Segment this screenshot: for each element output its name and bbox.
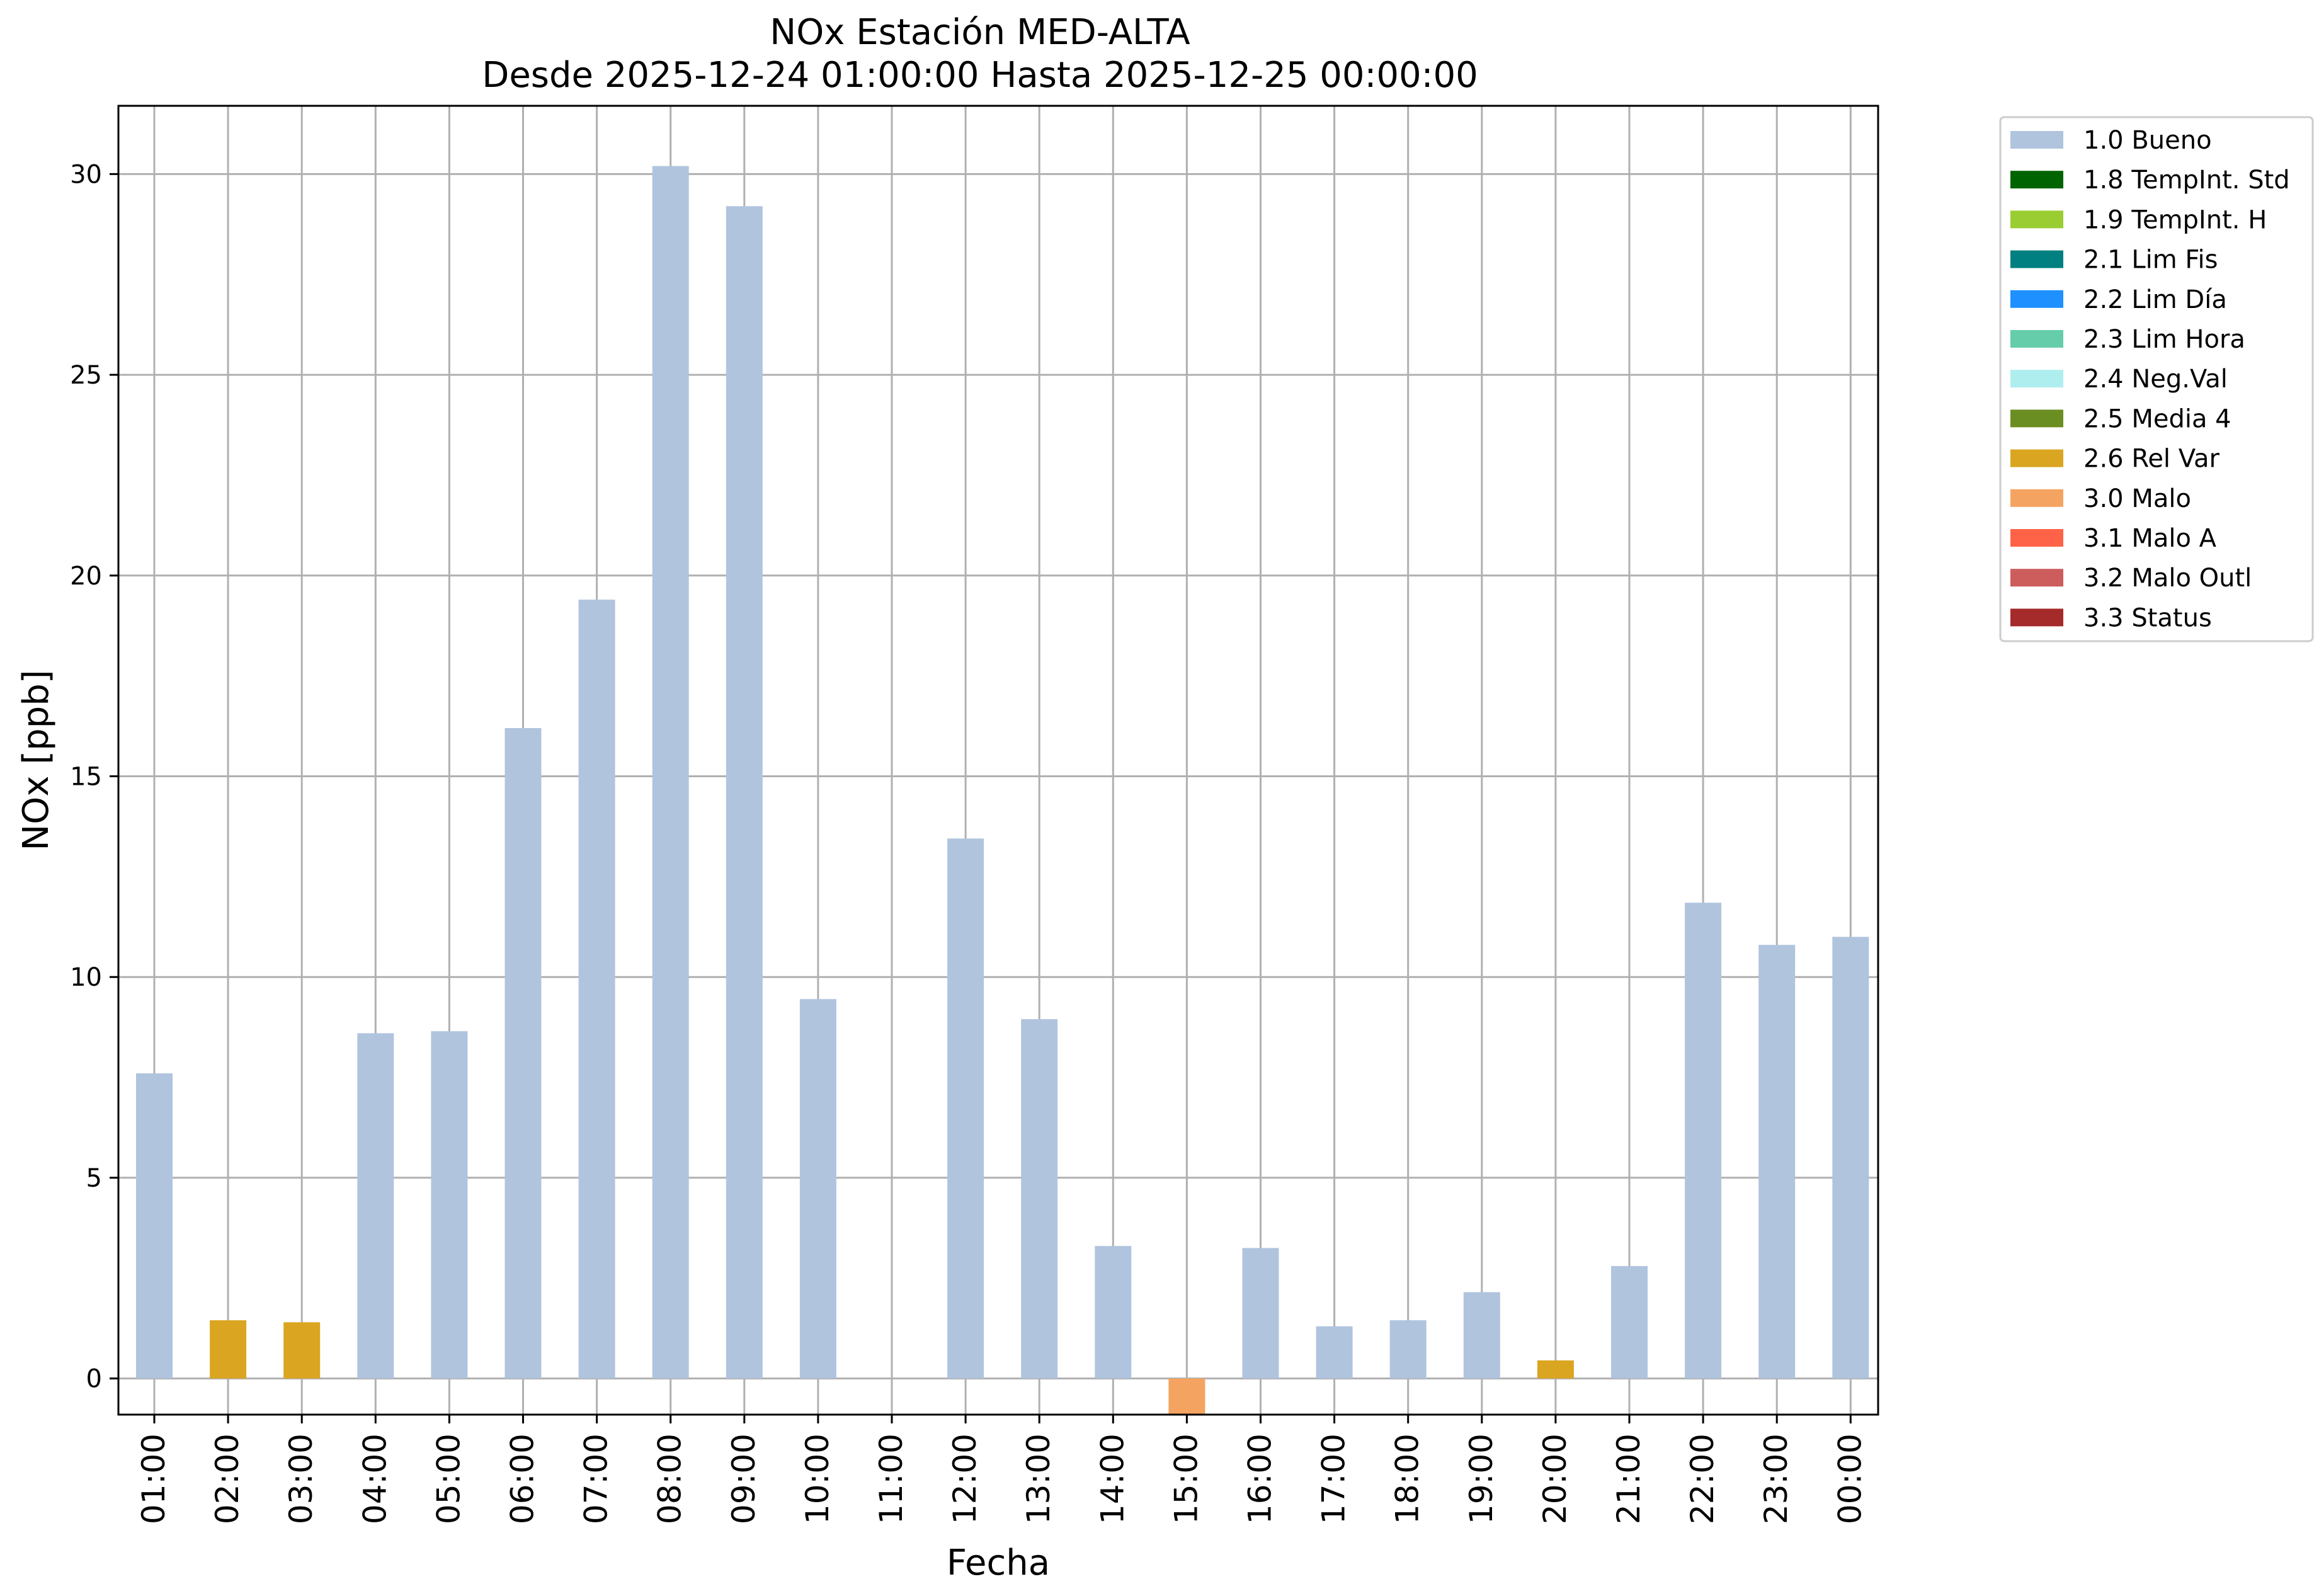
x-tick-label: 15:00 xyxy=(1168,1434,1204,1524)
bar-2000 xyxy=(1537,1360,1574,1379)
y-tick-label: 25 xyxy=(70,361,102,390)
legend-swatch xyxy=(2010,250,2063,268)
bar-1700 xyxy=(1316,1326,1353,1379)
legend-swatch xyxy=(2010,489,2063,507)
bar-0000 xyxy=(1832,937,1869,1379)
bar-0100 xyxy=(136,1073,173,1379)
legend-swatch xyxy=(2010,131,2063,149)
x-tick-label: 05:00 xyxy=(430,1434,467,1524)
x-tick-label: 23:00 xyxy=(1758,1434,1794,1524)
legend-swatch xyxy=(2010,449,2063,467)
chart-title-line1: NOx Estación MED-ALTA xyxy=(770,12,1190,53)
bar-1400 xyxy=(1095,1246,1132,1379)
legend-label: 2.6 Rel Var xyxy=(2083,445,2220,474)
x-tick-label: 16:00 xyxy=(1242,1434,1279,1524)
bar-2300 xyxy=(1758,945,1796,1379)
bar-1800 xyxy=(1389,1320,1427,1379)
legend-label: 2.1 Lim Fis xyxy=(2083,246,2218,275)
bar-0900 xyxy=(726,206,763,1379)
plot-frame xyxy=(117,105,1879,1416)
legend-label: 2.4 Neg.Val xyxy=(2083,365,2228,394)
x-tick-label: 09:00 xyxy=(726,1434,762,1524)
bar-0600 xyxy=(504,728,542,1379)
bar-1300 xyxy=(1021,1019,1058,1379)
legend-swatch xyxy=(2010,569,2063,587)
x-tick-label: 03:00 xyxy=(283,1434,319,1524)
x-tick-label: 18:00 xyxy=(1389,1434,1426,1524)
x-tick-label: 06:00 xyxy=(504,1434,541,1524)
bar-0200 xyxy=(210,1320,247,1379)
legend-label: 2.2 Lim Día xyxy=(2083,285,2227,314)
x-tick-label: 00:00 xyxy=(1832,1434,1868,1524)
legend-swatch xyxy=(2010,290,2063,308)
x-tick-label: 10:00 xyxy=(799,1434,836,1524)
legend-swatch xyxy=(2010,330,2063,348)
x-tick-label: 22:00 xyxy=(1684,1434,1721,1524)
x-tick-label: 21:00 xyxy=(1610,1434,1647,1524)
legend-swatch xyxy=(2010,210,2063,229)
legend-swatch xyxy=(2010,171,2063,189)
x-tick-label: 04:00 xyxy=(356,1434,393,1524)
x-tick-label: 20:00 xyxy=(1537,1434,1573,1524)
x-tick-label: 17:00 xyxy=(1316,1434,1352,1524)
legend: 1.0 Bueno 1.8 TempInt. Std 1.9 TempInt. H 2… xyxy=(1999,116,2314,642)
x-tick-label: 01:00 xyxy=(135,1434,172,1524)
bar-1500 xyxy=(1168,1378,1205,1415)
y-tick-label: 5 xyxy=(86,1164,102,1193)
chart-title-line2: Desde 2025-12-24 01:00:00 Hasta 2025-12-… xyxy=(482,55,1478,96)
legend-frame xyxy=(1999,116,2314,642)
legend-label: 3.0 Malo xyxy=(2083,484,2191,513)
x-tick-label: 14:00 xyxy=(1094,1434,1131,1524)
bar-0800 xyxy=(652,166,689,1379)
bar-1900 xyxy=(1463,1292,1500,1379)
x-tick-label: 08:00 xyxy=(652,1434,688,1524)
bar-1600 xyxy=(1242,1248,1279,1379)
y-tick-label: 15 xyxy=(70,762,102,791)
legend-label: 3.3 Status xyxy=(2083,603,2212,632)
bars-layer xyxy=(136,166,1869,1415)
y-tick-label: 30 xyxy=(70,160,102,189)
y-axis-label: NOx [ppb] xyxy=(16,670,57,850)
x-tick-label: 02:00 xyxy=(209,1434,246,1524)
legend-label: 2.3 Lim Hora xyxy=(2083,325,2245,354)
bar-0300 xyxy=(283,1322,321,1379)
bar-1000 xyxy=(799,999,836,1379)
legend-swatch xyxy=(2010,409,2063,428)
bar-0500 xyxy=(431,1031,468,1379)
x-tick-label: 13:00 xyxy=(1020,1434,1057,1524)
bar-0400 xyxy=(357,1033,394,1379)
x-tick-label: 07:00 xyxy=(578,1434,615,1524)
ticks-layer: 0 5 10 15 20 25 30 01:00 02:00 03:00 04:00 05:00 06:… xyxy=(70,160,1868,1524)
x-tick-label: 19:00 xyxy=(1463,1434,1500,1524)
legend-label: 2.5 Media 4 xyxy=(2083,404,2231,433)
x-tick-label: 11:00 xyxy=(873,1434,909,1524)
x-tick-label: 12:00 xyxy=(947,1434,983,1524)
legend-swatch xyxy=(2010,370,2063,388)
y-tick-label: 0 xyxy=(86,1365,102,1394)
x-axis-label: Fecha xyxy=(947,1542,1050,1583)
legend-label: 1.0 Bueno xyxy=(2083,126,2212,155)
legend-label: 3.1 Malo A xyxy=(2083,524,2217,553)
legend-swatch xyxy=(2010,529,2063,547)
legend-label: 1.9 TempInt. H xyxy=(2083,205,2267,234)
legend-label: 1.8 TempInt. Std xyxy=(2083,166,2290,195)
legend-swatch xyxy=(2010,608,2063,627)
bar-1200 xyxy=(947,838,984,1379)
y-tick-label: 10 xyxy=(70,963,102,992)
legend-label: 3.2 Malo Outl xyxy=(2083,564,2252,593)
bar-2200 xyxy=(1685,903,1722,1379)
bar-2100 xyxy=(1611,1266,1648,1379)
y-tick-label: 20 xyxy=(70,562,102,591)
bar-0700 xyxy=(578,600,615,1379)
